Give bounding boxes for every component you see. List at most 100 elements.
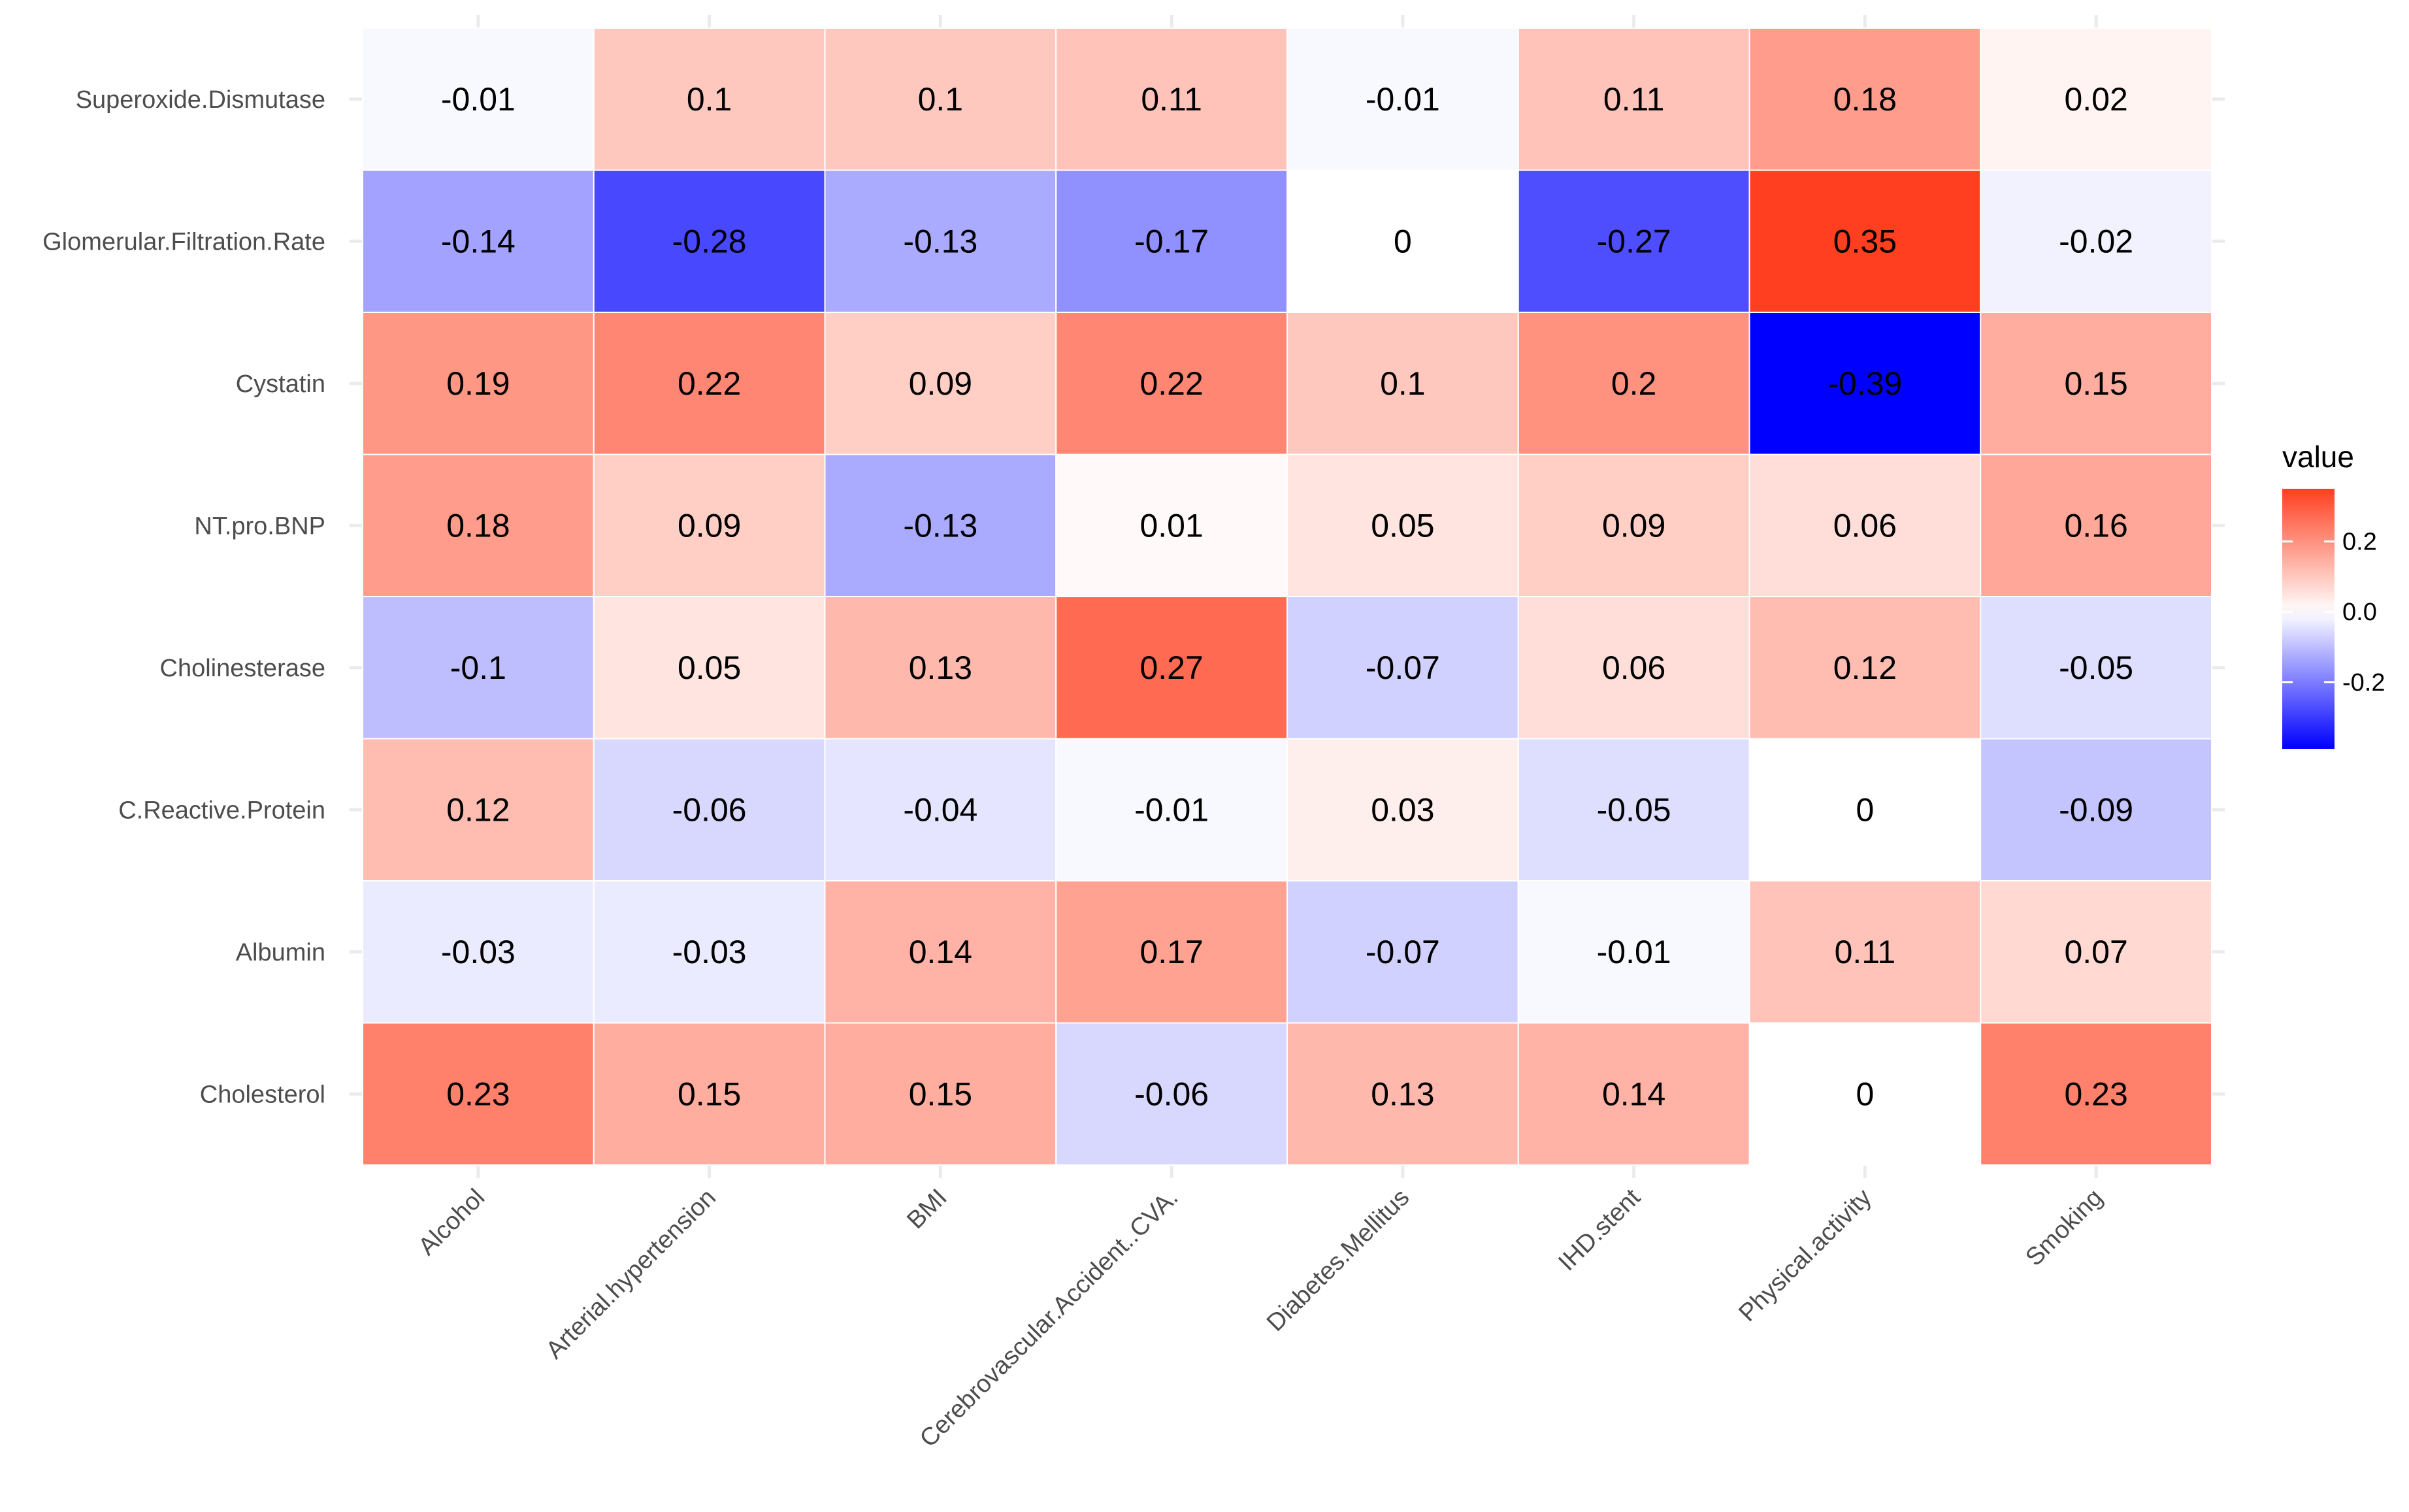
heatmap-cell [362, 738, 595, 881]
heatmap-cell [1286, 1022, 1519, 1166]
cell-value-label: 0.14 [1602, 1076, 1665, 1112]
cell-value-label: 0.12 [446, 791, 510, 828]
cell-value-label: 0.01 [1139, 507, 1203, 544]
cell-value-label: -0.01 [441, 81, 516, 118]
cell-value-label: -0.05 [1597, 791, 1671, 828]
cell-value-label: -0.07 [1366, 649, 1440, 686]
x-tick-label: Cerebrovascular.Accident..CVA. [915, 1184, 1184, 1453]
heatmap-cell [1748, 596, 1982, 740]
cell-value-label: -0.01 [1597, 934, 1671, 970]
cell-value-label: -0.13 [903, 507, 977, 544]
heatmap-cell [1748, 880, 1982, 1024]
heatmap-cell [824, 596, 1057, 740]
x-tick-label: Alcohol [413, 1184, 490, 1261]
cell-value-labels: -0.01 0.1 0.1 0.11 -0.01 0.11 0.18 0.02 -0.14 -0.… [441, 81, 2133, 1113]
heatmap-cell [1517, 1022, 1750, 1166]
cell-value-label: 0.18 [446, 507, 510, 544]
cell-value-label: 0.15 [2064, 365, 2127, 402]
heatmap-cell [1055, 596, 1288, 740]
heatmap-cell [1055, 27, 1288, 171]
heatmap-cell [1286, 738, 1519, 881]
heatmap-cell [1055, 738, 1288, 881]
cell-value-label: -0.04 [903, 791, 977, 828]
cell-value-label: 0.12 [1833, 649, 1897, 686]
heatmap-cell [1980, 312, 2212, 455]
legend-ticks: 0.2 0.0 -0.2 [2282, 529, 2385, 697]
heatmap-cell [824, 169, 1057, 313]
cell-value-label: 0.09 [678, 507, 741, 544]
legend-tick-label: 0.0 [2342, 599, 2377, 626]
heatmap-cell [1980, 453, 2212, 597]
heatmap-cell [362, 27, 595, 171]
cell-value-label: 0.06 [1833, 507, 1897, 544]
y-tick-label: Superoxide.Dismutase [76, 86, 325, 114]
cell-value-label: 0.18 [1833, 81, 1897, 118]
heatmap-cell [824, 738, 1057, 881]
heatmap-cell [1517, 312, 1750, 455]
x-tick-label: Smoking [2020, 1184, 2108, 1272]
heatmap-cell [1748, 453, 1982, 597]
heatmap-cell [1286, 169, 1519, 313]
cell-value-label: -0.28 [672, 223, 747, 259]
heatmap-cell [1055, 880, 1288, 1024]
heatmap-cell [824, 1022, 1057, 1166]
heatmap-cell [1517, 169, 1750, 313]
cell-value-label: 0.13 [909, 649, 972, 686]
x-tick-label: Arterial.hypertension [541, 1184, 721, 1364]
cell-value-label: -0.14 [441, 223, 516, 259]
cell-value-label: 0.07 [2064, 934, 2127, 970]
heatmap-cell [362, 169, 595, 313]
cell-value-label: 0.03 [1371, 791, 1434, 828]
legend-tick-label: -0.2 [2342, 669, 2385, 697]
heatmap-cell [1055, 1022, 1288, 1166]
heatmap-cell [362, 1022, 595, 1166]
heatmap-cell [1980, 596, 2212, 740]
heatmap-cells [362, 27, 2212, 1166]
cell-value-label: 0.17 [1139, 934, 1203, 970]
x-tick-label: IHD.stent [1553, 1183, 1646, 1276]
cell-value-label: 0 [1856, 1076, 1874, 1112]
cell-value-label: -0.1 [450, 649, 506, 686]
cell-value-label: 0.14 [909, 934, 972, 970]
heatmap-cell [1517, 27, 1750, 171]
cell-value-label: -0.17 [1134, 223, 1209, 259]
cell-value-label: -0.06 [672, 791, 747, 828]
cell-value-label: 0.2 [1611, 365, 1657, 402]
legend-title: value [2282, 440, 2354, 474]
cell-value-label: 0.27 [1139, 649, 1203, 686]
heatmap-cell [1748, 169, 1982, 313]
heatmap-cell [1748, 738, 1982, 881]
cell-value-label: -0.07 [1366, 934, 1440, 970]
x-tick-label: Diabetes.Mellitus [1262, 1184, 1415, 1337]
cell-value-label: 0.02 [2064, 81, 2127, 118]
x-axis-labels: Alcohol Arterial.hypertension BMICerebrova… [413, 1183, 2108, 1453]
cell-value-label: 0.35 [1833, 223, 1897, 259]
heatmap-cell [1980, 738, 2212, 881]
legend-colorbar [2282, 489, 2335, 749]
y-tick-label: C.Reactive.Protein [118, 797, 325, 824]
cell-value-label: 0.19 [446, 365, 510, 402]
heatmap-cell [1748, 312, 1982, 455]
y-tick-label: NT.pro.BNP [194, 512, 325, 540]
heatmap-cell [1517, 596, 1750, 740]
heatmap-cell [1055, 312, 1288, 455]
heatmap-cell [824, 453, 1057, 597]
cell-value-label: 0.22 [1139, 365, 1203, 402]
heatmap-cell [362, 880, 595, 1024]
y-tick-label: Cystatin [236, 370, 325, 398]
cell-value-label: 0.09 [909, 365, 972, 402]
cell-value-label: -0.39 [1827, 365, 1902, 402]
cell-value-label: 0.06 [1602, 649, 1665, 686]
cell-value-label: 0.05 [1371, 507, 1434, 544]
cell-value-label: 0.16 [2064, 507, 2127, 544]
heatmap-cell [824, 312, 1057, 455]
heatmap-cell [1980, 169, 2212, 313]
x-tick-label: Physical.activity [1733, 1184, 1876, 1327]
cell-value-label: 0.11 [1141, 81, 1202, 118]
x-tick-label: BMI [902, 1184, 952, 1234]
y-tick-label: Albumin [236, 939, 325, 966]
heatmap-cell [593, 169, 826, 313]
heatmap-cell [1980, 880, 2212, 1024]
cell-value-label: 0.22 [678, 365, 741, 402]
heatmap-cell [1748, 1022, 1982, 1166]
